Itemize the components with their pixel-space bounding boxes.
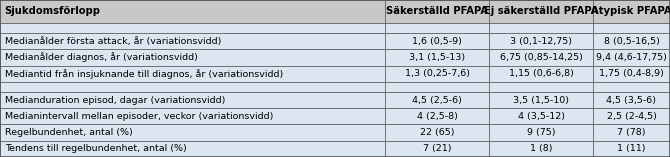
Bar <box>385 65 489 82</box>
Bar <box>385 108 489 125</box>
Text: Medianålder diagnos, år (variationsvidd): Medianålder diagnos, år (variationsvidd) <box>5 52 198 62</box>
Text: 22 (65): 22 (65) <box>420 128 454 137</box>
Bar <box>489 33 593 49</box>
Bar <box>489 82 593 92</box>
Text: 4 (2,5-8): 4 (2,5-8) <box>417 112 458 121</box>
Text: Ej säkerställd PFAPA: Ej säkerställd PFAPA <box>484 6 598 16</box>
Text: 3,1 (1,5-13): 3,1 (1,5-13) <box>409 53 465 62</box>
Bar <box>385 23 489 33</box>
Text: 9 (75): 9 (75) <box>527 128 555 137</box>
Bar <box>0 125 385 141</box>
Bar <box>593 82 670 92</box>
Text: Atypisk PFAPA: Atypisk PFAPA <box>591 6 670 16</box>
Text: 1,75 (0,4-8,9): 1,75 (0,4-8,9) <box>599 69 664 78</box>
Bar <box>0 82 385 92</box>
Bar <box>489 92 593 108</box>
Text: 1,3 (0,25-7,6): 1,3 (0,25-7,6) <box>405 69 470 78</box>
Text: 1,15 (0,6-6,8): 1,15 (0,6-6,8) <box>509 69 574 78</box>
Bar <box>593 125 670 141</box>
Bar <box>0 108 385 125</box>
Text: 4,5 (3,5-6): 4,5 (3,5-6) <box>606 96 657 105</box>
Bar <box>593 108 670 125</box>
Bar <box>0 65 385 82</box>
Bar <box>385 82 489 92</box>
Text: 6,75 (0,85-14,25): 6,75 (0,85-14,25) <box>500 53 582 62</box>
Text: Mediantid från insjuknande till diagnos, år (variationsvidd): Mediantid från insjuknande till diagnos,… <box>5 69 283 79</box>
Text: Medianduration episod, dagar (variationsvidd): Medianduration episod, dagar (variations… <box>5 96 225 105</box>
Text: Medianintervall mellan episoder, veckor (variationsvidd): Medianintervall mellan episoder, veckor … <box>5 112 273 121</box>
Bar <box>385 92 489 108</box>
Bar <box>593 49 670 65</box>
Bar <box>385 0 489 23</box>
Text: 2,5 (2-4,5): 2,5 (2-4,5) <box>606 112 657 121</box>
Text: 7 (21): 7 (21) <box>423 144 452 153</box>
Bar <box>489 65 593 82</box>
Bar <box>385 33 489 49</box>
Bar <box>489 49 593 65</box>
Bar <box>593 92 670 108</box>
Bar <box>593 141 670 157</box>
Bar <box>0 0 385 23</box>
Text: 1 (11): 1 (11) <box>617 144 646 153</box>
Bar <box>593 33 670 49</box>
Text: 3,5 (1,5-10): 3,5 (1,5-10) <box>513 96 569 105</box>
Bar <box>593 0 670 23</box>
Bar <box>0 141 385 157</box>
Text: Regelbundenhet, antal (%): Regelbundenhet, antal (%) <box>5 128 133 137</box>
Text: 9,4 (4,6-17,75): 9,4 (4,6-17,75) <box>596 53 667 62</box>
Bar <box>489 141 593 157</box>
Bar <box>489 125 593 141</box>
Bar <box>593 23 670 33</box>
Bar <box>489 0 593 23</box>
Text: Säkerställd PFAPA: Säkerställd PFAPA <box>386 6 488 16</box>
Text: Sjukdomsförlopp: Sjukdomsförlopp <box>5 6 100 16</box>
Text: 8 (0,5-16,5): 8 (0,5-16,5) <box>604 37 659 46</box>
Text: Tendens till regelbundenhet, antal (%): Tendens till regelbundenhet, antal (%) <box>5 144 186 153</box>
Bar <box>385 49 489 65</box>
Bar <box>489 23 593 33</box>
Text: 4 (3,5-12): 4 (3,5-12) <box>517 112 565 121</box>
Text: 1,6 (0,5-9): 1,6 (0,5-9) <box>412 37 462 46</box>
Bar <box>385 125 489 141</box>
Bar <box>593 65 670 82</box>
Bar <box>0 33 385 49</box>
Bar <box>385 141 489 157</box>
Bar <box>0 49 385 65</box>
Text: 7 (78): 7 (78) <box>617 128 646 137</box>
Text: 1 (8): 1 (8) <box>530 144 552 153</box>
Text: 3 (0,1-12,75): 3 (0,1-12,75) <box>510 37 572 46</box>
Bar <box>0 23 385 33</box>
Text: Medianålder första attack, år (variationsvidd): Medianålder första attack, år (variation… <box>5 37 221 46</box>
Bar <box>489 108 593 125</box>
Text: 4,5 (2,5-6): 4,5 (2,5-6) <box>412 96 462 105</box>
Bar <box>0 92 385 108</box>
